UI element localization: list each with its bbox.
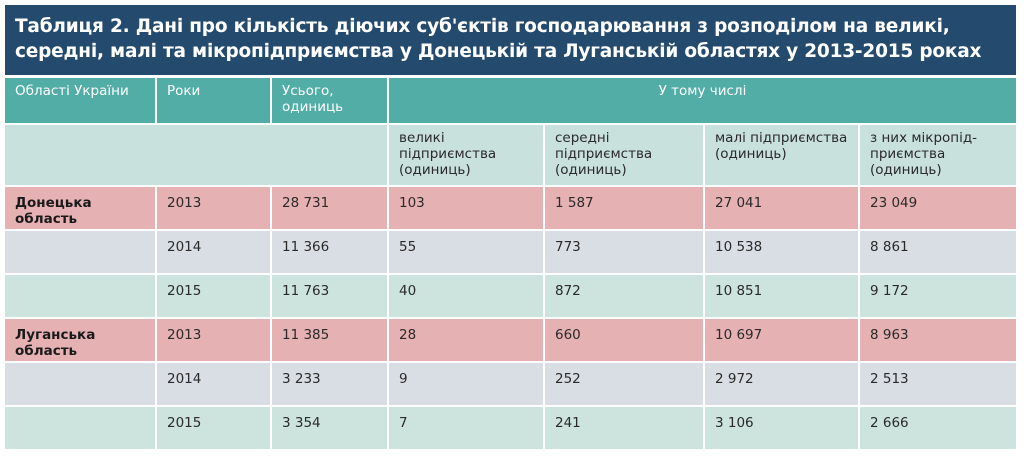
cell-year: 2014	[157, 231, 270, 273]
cell-micro: 2 513	[860, 363, 1016, 405]
cell-small: 10 697	[705, 319, 858, 361]
cell-large: 55	[389, 231, 543, 273]
cell-large: 103	[389, 187, 543, 229]
cell-medium: 660	[545, 319, 703, 361]
data-table: Області України Роки Усього, одиниць У т…	[5, 78, 1016, 449]
cell-medium: 1 587	[545, 187, 703, 229]
cell-year: 2013	[157, 319, 270, 361]
cell-total: 3 354	[272, 407, 387, 449]
cell-medium: 872	[545, 275, 703, 317]
cell-region	[5, 363, 155, 405]
cell-region	[5, 407, 155, 449]
header-large: великі підприємства (одиниць)	[389, 125, 543, 185]
header-including: У тому числі	[389, 78, 1016, 123]
cell-region	[5, 275, 155, 317]
cell-micro: 8 963	[860, 319, 1016, 361]
cell-medium: 773	[545, 231, 703, 273]
cell-region: Донецька область	[5, 187, 155, 229]
cell-year: 2013	[157, 187, 270, 229]
subheader-empty	[5, 125, 387, 185]
cell-region	[5, 231, 155, 273]
cell-large: 40	[389, 275, 543, 317]
cell-small: 10 851	[705, 275, 858, 317]
cell-micro: 8 861	[860, 231, 1016, 273]
header-small: малі підприємства (одиниць)	[705, 125, 858, 185]
cell-region: Луганська область	[5, 319, 155, 361]
cell-medium: 241	[545, 407, 703, 449]
cell-small: 27 041	[705, 187, 858, 229]
cell-large: 7	[389, 407, 543, 449]
header-micro: з них мікропід-приємства (одиниць)	[860, 125, 1016, 185]
cell-total: 11 366	[272, 231, 387, 273]
cell-small: 3 106	[705, 407, 858, 449]
cell-total: 11 385	[272, 319, 387, 361]
cell-large: 9	[389, 363, 543, 405]
cell-micro: 9 172	[860, 275, 1016, 317]
cell-small: 10 538	[705, 231, 858, 273]
cell-medium: 252	[545, 363, 703, 405]
table-title: Таблиця 2. Дані про кількість діючих суб…	[5, 5, 1016, 75]
cell-year: 2014	[157, 363, 270, 405]
cell-total: 28 731	[272, 187, 387, 229]
header-total: Усього, одиниць	[272, 78, 387, 123]
cell-total: 3 233	[272, 363, 387, 405]
header-region: Області України	[5, 78, 155, 123]
header-year: Роки	[157, 78, 270, 123]
cell-year: 2015	[157, 407, 270, 449]
cell-large: 28	[389, 319, 543, 361]
cell-year: 2015	[157, 275, 270, 317]
cell-small: 2 972	[705, 363, 858, 405]
cell-micro: 23 049	[860, 187, 1016, 229]
header-medium: середні підприємства (одиниць)	[545, 125, 703, 185]
cell-total: 11 763	[272, 275, 387, 317]
cell-micro: 2 666	[860, 407, 1016, 449]
